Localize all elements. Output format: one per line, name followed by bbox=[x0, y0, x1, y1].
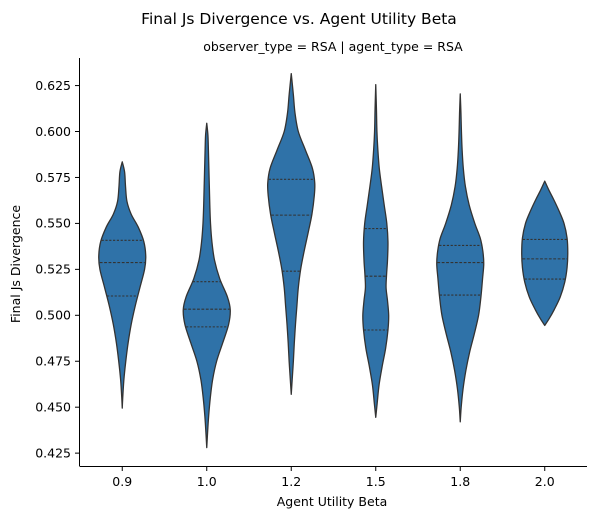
x-tick-label: 0.9 bbox=[112, 474, 132, 489]
x-axis-label: Agent Utility Beta bbox=[277, 494, 388, 509]
y-tick-label: 0.500 bbox=[35, 308, 71, 323]
y-tick-label: 0.450 bbox=[35, 399, 71, 414]
y-tick-label: 0.625 bbox=[35, 78, 71, 93]
violin-body bbox=[521, 180, 569, 327]
x-tick-label: 2.0 bbox=[535, 474, 555, 489]
violin-body bbox=[98, 161, 147, 409]
y-tick-label: 0.425 bbox=[35, 445, 71, 460]
violin-body bbox=[182, 122, 231, 449]
facet-subtitle: observer_type = RSA | agent_type = RSA bbox=[203, 39, 463, 54]
violin-body bbox=[266, 72, 316, 395]
y-tick-label: 0.575 bbox=[35, 170, 71, 185]
plot-area: 0.425 0.450 0.475 0.500 0.525 0.550 0.575 0.600… bbox=[35, 72, 569, 489]
chart-title: Final Js Divergence vs. Agent Utility Be… bbox=[141, 10, 457, 28]
y-tick-label: 0.550 bbox=[35, 216, 71, 231]
x-tick-label: 1.8 bbox=[450, 474, 470, 489]
y-axis-label: Final Js Divergence bbox=[8, 205, 23, 323]
y-tick-label: 0.475 bbox=[35, 354, 71, 369]
x-tick-label: 1.0 bbox=[197, 474, 217, 489]
y-tick-label: 0.525 bbox=[35, 262, 71, 277]
violin-body bbox=[436, 93, 485, 423]
x-tick-label: 1.2 bbox=[281, 474, 301, 489]
violin-body bbox=[362, 84, 390, 418]
y-tick-label: 0.600 bbox=[35, 124, 71, 139]
x-tick-label: 1.5 bbox=[366, 474, 386, 489]
